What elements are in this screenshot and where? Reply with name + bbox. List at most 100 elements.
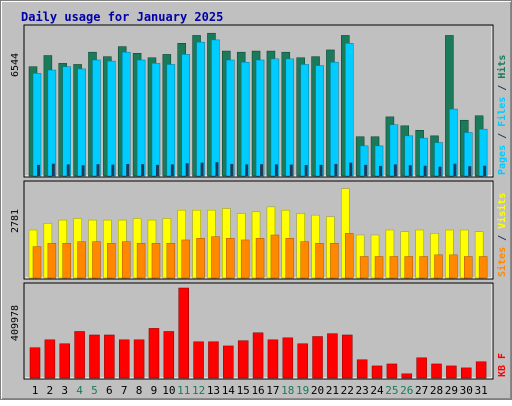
bar-sites: [464, 256, 473, 279]
bar-sites: [374, 256, 384, 279]
x-tick-label: 14: [222, 384, 236, 397]
bar-sites: [449, 254, 458, 279]
bar-kbf: [386, 363, 398, 379]
legend-label-part: Hits: [496, 55, 508, 79]
bar-pages: [51, 163, 55, 176]
bar-sites: [270, 234, 280, 279]
x-tick-label: 1: [32, 384, 39, 397]
bar-pages: [393, 164, 397, 176]
bar-kbf: [431, 363, 442, 379]
bar-files: [181, 54, 190, 177]
bar-kbf: [267, 339, 279, 379]
bar-kbf: [104, 334, 115, 379]
bar-sites: [181, 239, 190, 279]
chart-panels: 6544 Pages / Files / Hits 2781 Sites / Visi…: [10, 24, 508, 380]
y-max-label: 409978: [10, 305, 21, 341]
x-tick-label: 5: [91, 384, 98, 397]
bar-kbf: [327, 333, 338, 379]
bar-sites: [77, 241, 86, 279]
bar-pages: [289, 164, 293, 176]
bar-pages: [468, 166, 472, 176]
x-tick-label: 28: [430, 384, 443, 397]
bar-kbf: [178, 287, 189, 379]
x-tick-label: 24: [370, 384, 384, 397]
bar-sites: [389, 256, 399, 279]
bar-sites: [255, 238, 265, 279]
panel-visits-sites: 2781 Sites / Visits: [10, 180, 508, 280]
legend-label-part: Files: [496, 97, 508, 127]
x-tick-label: 12: [192, 384, 205, 397]
bar-pages: [453, 163, 457, 176]
bar-files: [211, 39, 220, 177]
bar-kbf: [461, 367, 472, 379]
bar-pages: [438, 166, 442, 176]
legend-label-part: KB F: [497, 353, 508, 377]
bar-kbf: [371, 365, 383, 379]
bar-kbf: [118, 339, 130, 379]
bar-sites: [211, 236, 220, 279]
bar-files: [107, 60, 116, 177]
x-tick-label: 2: [47, 384, 54, 397]
x-tick-label: 22: [341, 384, 354, 397]
legend-label-part: Sites: [496, 247, 508, 277]
x-tick-label: 9: [151, 384, 158, 397]
bar-files: [47, 69, 57, 177]
x-tick-label: 25: [385, 384, 398, 397]
bar-kbf: [133, 339, 145, 379]
bar-kbf: [446, 365, 457, 379]
x-tick-label: 23: [356, 384, 369, 397]
bar-sites: [315, 243, 324, 279]
x-tick-label: 17: [266, 384, 279, 397]
bar-kbf: [252, 332, 264, 379]
bar-files: [270, 58, 280, 177]
x-tick-label: 4: [76, 384, 83, 397]
bar-sites: [226, 238, 235, 279]
bar-pages: [215, 162, 219, 176]
x-tick-label: 16: [251, 384, 264, 397]
y-max-label: 6544: [10, 53, 21, 77]
y-max-label: 2781: [10, 209, 21, 233]
bar-sites: [196, 238, 205, 279]
x-tick-label: 13: [207, 384, 220, 397]
legend-label: Pages / Files / Hits: [496, 55, 508, 175]
bar-sites: [240, 239, 250, 279]
bar-sites: [136, 243, 146, 279]
legend-label-part: Pages: [497, 145, 508, 175]
bar-sites: [92, 241, 101, 279]
bar-sites: [330, 243, 339, 279]
bar-kbf: [74, 331, 85, 379]
bar-sites: [32, 246, 42, 279]
bar-pages: [245, 164, 249, 176]
bar-pages: [155, 164, 159, 176]
bar-pages: [230, 163, 234, 176]
bar-files: [315, 65, 324, 177]
bar-files: [330, 61, 339, 177]
bar-pages: [126, 163, 130, 176]
bar-kbf: [223, 345, 234, 379]
x-tick-label: 21: [326, 384, 339, 397]
bar-pages: [200, 162, 204, 176]
bar-kbf: [237, 340, 249, 379]
bar-pages: [81, 165, 85, 176]
legend-label-part: Visits: [496, 193, 508, 229]
x-tick-label: 31: [475, 384, 488, 397]
legend-label-part: /: [497, 229, 508, 247]
bar-files: [62, 66, 71, 177]
bar-pages: [408, 165, 412, 176]
bar-kbf: [356, 359, 368, 379]
chart-title: Daily usage for January 2025: [21, 10, 223, 24]
bar-files: [121, 51, 131, 177]
bar-sites: [107, 243, 116, 279]
bar-sites: [434, 254, 443, 279]
bar-sites: [62, 243, 71, 279]
x-axis-labels: 1 2 3 4 5 6 7 8 9 10 11 12 13 14 15 16 17 18 19 20 21 22 23 24 2…: [32, 384, 488, 397]
bar-pages: [349, 162, 353, 176]
bar-files: [92, 59, 101, 177]
x-tick-label: 19: [296, 384, 309, 397]
bar-pages: [334, 163, 338, 176]
bar-pages: [483, 165, 487, 176]
bar-kbf: [89, 334, 100, 379]
bar-sites: [47, 243, 57, 279]
x-tick-label: 29: [445, 384, 458, 397]
bar-sites: [121, 241, 131, 279]
